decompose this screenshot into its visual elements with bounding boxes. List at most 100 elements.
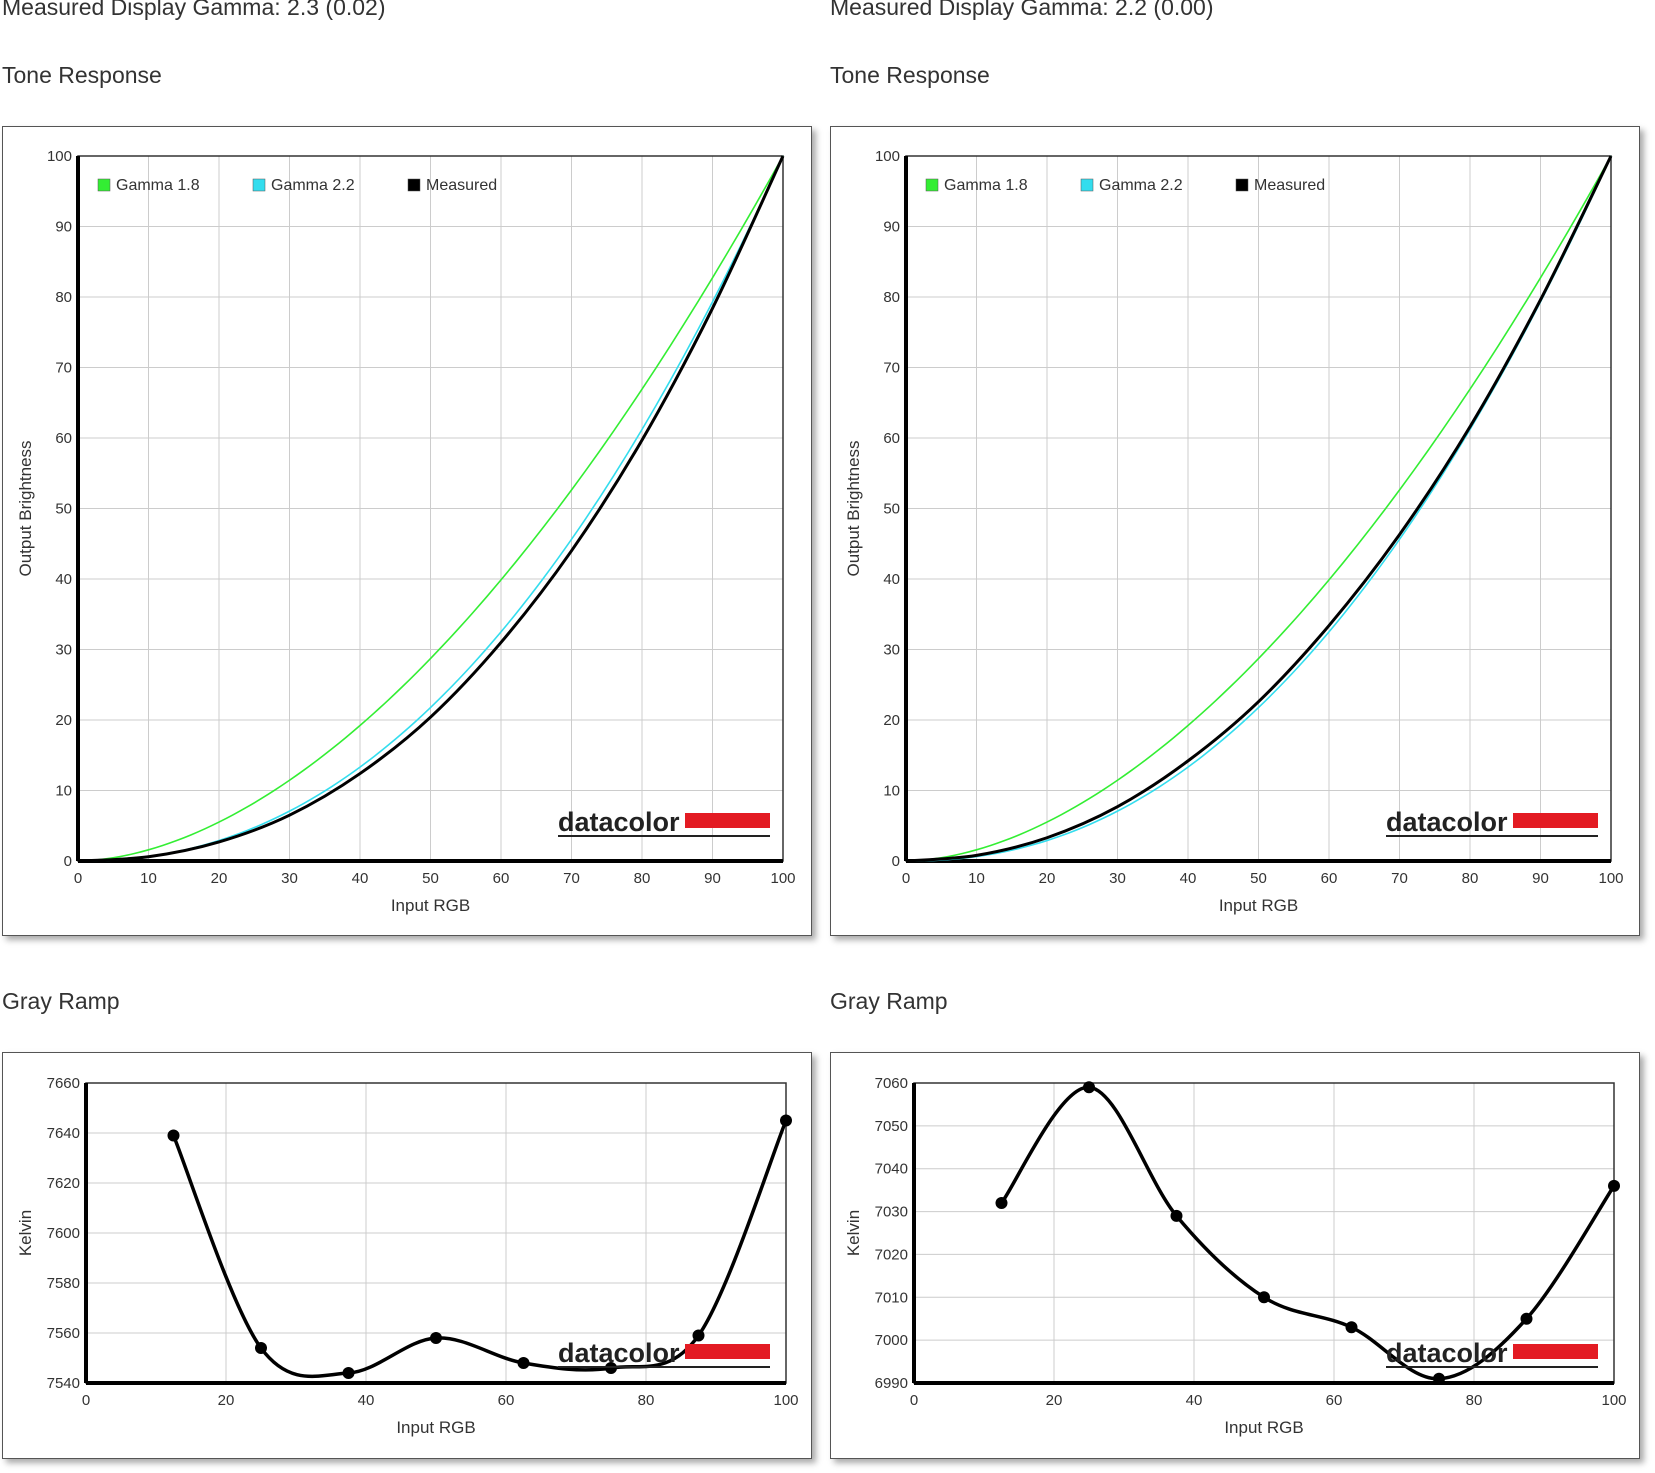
- x-tick-label: 40: [352, 870, 369, 887]
- datacolor-logo: datacolor: [558, 1338, 680, 1368]
- data-point: [1345, 1321, 1358, 1334]
- y-tick-label: 50: [55, 501, 72, 518]
- data-point: [995, 1197, 1008, 1209]
- x-axis-label: Input RGB: [396, 1418, 475, 1437]
- y-tick-label: 100: [47, 148, 72, 165]
- legend-swatch: [407, 178, 421, 192]
- y-axis-label: Output Brightness: [16, 440, 35, 576]
- y-tick-label: 7540: [47, 1375, 80, 1392]
- y-tick-label: 10: [55, 783, 72, 800]
- y-tick-label: 0: [64, 853, 72, 870]
- gray-title: Gray Ramp: [830, 988, 948, 1014]
- x-tick-label: 60: [1326, 1392, 1343, 1409]
- data-point: [692, 1329, 705, 1342]
- data-point: [1608, 1179, 1620, 1192]
- x-tick-label: 100: [773, 1392, 798, 1409]
- y-tick-label: 7660: [47, 1075, 80, 1092]
- tone-title: Tone Response: [830, 62, 990, 88]
- gamma-title: Measured Display Gamma: 2.3 (0.02): [2, 0, 386, 20]
- y-tick-label: 7040: [875, 1161, 908, 1178]
- tone-chart: 0 10 20 30 40 50 60 70 80 90 100 0 10 20 30 40 50 60 70 80 9…: [16, 148, 796, 915]
- datacolor-logo: datacolor: [1386, 807, 1508, 837]
- y-tick-label: 40: [883, 571, 900, 588]
- y-tick-label: 7020: [875, 1246, 908, 1263]
- legend-swatch: [97, 178, 111, 192]
- y-tick-label: 7640: [47, 1125, 80, 1142]
- panel-left: Measured Display Gamma: 2.3 (0.02) Tone …: [0, 0, 820, 1473]
- y-axis-label: Kelvin: [844, 1210, 863, 1256]
- y-tick-label: 70: [55, 360, 72, 377]
- y-tick-label: 7620: [47, 1175, 80, 1192]
- x-tick-label: 0: [902, 870, 910, 887]
- data-point: [1170, 1209, 1183, 1222]
- logo-red-bar: [685, 813, 770, 828]
- y-tick-label: 30: [55, 642, 72, 659]
- logo-red-bar: [1513, 813, 1598, 828]
- x-tick-label: 40: [1186, 1392, 1203, 1409]
- datacolor-logo: datacolor: [558, 807, 680, 837]
- gray-title: Gray Ramp: [2, 988, 120, 1014]
- data-point: [517, 1357, 530, 1369]
- data-point: [1258, 1291, 1270, 1304]
- y-tick-label: 80: [55, 289, 72, 306]
- tone-title: Tone Response: [2, 62, 162, 88]
- y-tick-label: 7010: [875, 1289, 908, 1306]
- y-tick-label: 90: [883, 219, 900, 236]
- datacolor-logo: datacolor: [1386, 1338, 1508, 1368]
- y-tick-label: 7050: [875, 1118, 908, 1135]
- y-tick-label: 40: [55, 571, 72, 588]
- y-tick-label: 6990: [875, 1375, 908, 1392]
- x-tick-label: 10: [968, 870, 985, 887]
- legend-label: Gamma 1.8: [116, 177, 200, 194]
- x-tick-label: 20: [1046, 1392, 1063, 1409]
- x-tick-label: 20: [1039, 870, 1056, 887]
- y-tick-label: 7060: [875, 1075, 908, 1092]
- x-tick-label: 60: [498, 1392, 515, 1409]
- logo-red-bar: [1513, 1344, 1598, 1359]
- x-tick-label: 100: [770, 870, 795, 887]
- y-tick-label: 50: [883, 501, 900, 518]
- gamma-title: Measured Display Gamma: 2.2 (0.00): [830, 0, 1214, 20]
- x-tick-label: 0: [82, 1392, 90, 1409]
- data-point: [342, 1367, 355, 1379]
- x-axis-label: Input RGB: [1224, 1418, 1303, 1437]
- x-tick-label: 60: [1321, 870, 1338, 887]
- x-tick-label: 90: [1532, 870, 1549, 887]
- legend-label: Gamma 2.2: [1099, 177, 1183, 194]
- y-tick-label: 80: [883, 289, 900, 306]
- gray-chart-box: 0 20 40 60 80 100 6990 7000 7010 7020 7030 7040 7050…: [830, 1052, 1640, 1459]
- x-tick-label: 90: [704, 870, 721, 887]
- legend-swatch: [1235, 178, 1249, 192]
- y-tick-label: 7580: [47, 1275, 80, 1292]
- y-tick-label: 7600: [47, 1225, 80, 1242]
- x-axis-label: Input RGB: [1219, 896, 1298, 915]
- x-tick-label: 40: [358, 1392, 375, 1409]
- y-tick-label: 60: [55, 430, 72, 447]
- x-tick-label: 70: [563, 870, 580, 887]
- gray-chart: 0 20 40 60 80 100 7540 7560 7580 7600 7620 7640 7660…: [16, 1075, 799, 1437]
- data-point: [1433, 1372, 1445, 1385]
- y-axis-label: Kelvin: [16, 1210, 35, 1256]
- gray-chart-box: 0 20 40 60 80 100 7540 7560 7580 7600 7620 7640 7660…: [2, 1052, 812, 1459]
- x-tick-label: 70: [1391, 870, 1408, 887]
- x-tick-label: 10: [140, 870, 157, 887]
- y-axis-label: Output Brightness: [844, 440, 863, 576]
- data-point: [255, 1342, 267, 1354]
- legend-label: Gamma 1.8: [944, 177, 1028, 194]
- y-tick-label: 7560: [47, 1325, 80, 1342]
- y-tick-label: 20: [55, 712, 72, 729]
- gray-chart: 0 20 40 60 80 100 6990 7000 7010 7020 7030 7040 7050…: [844, 1075, 1627, 1437]
- x-axis-label: Input RGB: [391, 896, 470, 915]
- y-tick-label: 0: [892, 853, 900, 870]
- data-point: [1520, 1312, 1533, 1325]
- x-tick-label: 100: [1601, 1392, 1626, 1409]
- legend-swatch: [252, 178, 266, 192]
- x-tick-label: 20: [211, 870, 228, 887]
- gray-ramp-line: [1000, 1085, 1616, 1381]
- y-tick-label: 30: [883, 642, 900, 659]
- data-point: [1083, 1081, 1095, 1094]
- y-tick-label: 10: [883, 783, 900, 800]
- x-tick-label: 30: [281, 870, 298, 887]
- legend-swatch: [925, 178, 939, 192]
- data-point: [167, 1129, 180, 1142]
